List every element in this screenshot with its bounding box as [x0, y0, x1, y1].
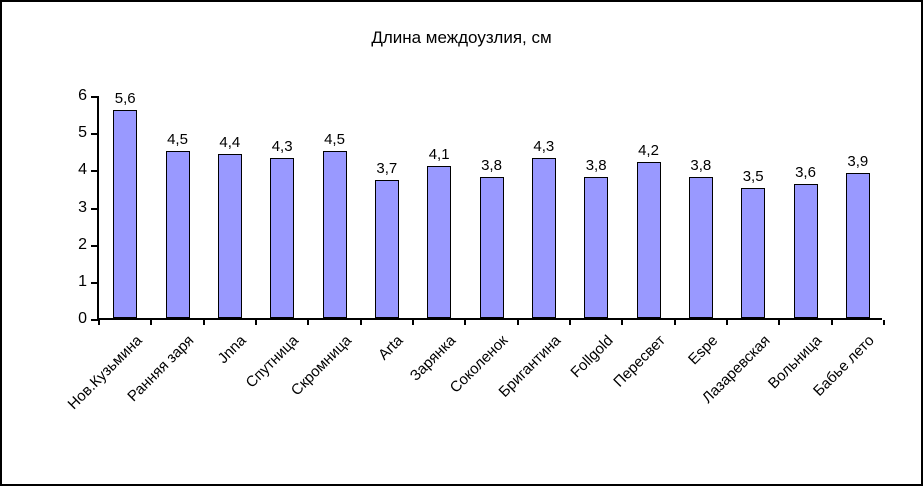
- bar-Лазаревская: [741, 187, 766, 318]
- chart-title: Длина междоузлия, см: [371, 28, 552, 47]
- y-axis-tick-mark: [91, 170, 99, 173]
- bar-value-label: 4,3: [533, 138, 555, 156]
- bar-Вольница: [793, 184, 818, 318]
- bar-Jnna: [217, 154, 242, 318]
- x-axis-tick-mark: [621, 320, 624, 325]
- bar-Бабье лето: [845, 173, 870, 318]
- bar-value-label: 4,2: [638, 141, 659, 159]
- y-axis-tick-label: 1: [78, 272, 87, 290]
- bar-value-label: 4,3: [271, 138, 293, 156]
- x-axis-tick-mark: [412, 320, 414, 325]
- bar-Espe: [688, 176, 713, 318]
- y-axis-tick-label: 3: [78, 198, 87, 216]
- x-axis-tick-mark: [569, 320, 571, 325]
- bar-value-label: 4,5: [324, 130, 345, 148]
- bar-value-label: 3,8: [585, 156, 607, 174]
- x-axis-tick-mark: [778, 320, 781, 325]
- bar-value-label: 3,6: [795, 164, 816, 182]
- bar-Follgold: [584, 176, 609, 318]
- x-axis-category-label: Arta: [375, 332, 407, 364]
- y-axis-tick-mark: [91, 319, 99, 321]
- x-axis-category-label: Jnna: [214, 332, 250, 368]
- x-axis-tick-mark: [464, 320, 467, 325]
- x-axis-tick-mark: [359, 320, 362, 325]
- y-axis-tick-label: 0: [78, 310, 87, 327]
- bar-Соколенок: [479, 176, 504, 318]
- x-axis-tick-mark: [883, 320, 885, 325]
- bar-value-label: 4,4: [219, 134, 241, 152]
- bar-value-label: 4,5: [167, 130, 188, 148]
- y-axis-tick-label: 6: [78, 87, 87, 104]
- plot-area: 0 1 2 3 4 5 6 5,6 Нов.Кузьмина 4,5 Ранняя заря 4,4 J…: [64, 87, 885, 413]
- bar-Спутница: [270, 158, 295, 318]
- bar-value-label: 3,8: [481, 156, 502, 174]
- bar-value-label: 5,6: [114, 89, 136, 107]
- x-axis-tick-mark: [255, 320, 257, 325]
- x-axis-category-label: Follgold: [567, 332, 617, 382]
- bar-value-label: 3,7: [376, 160, 398, 178]
- bar-Нов.Кузьмина: [113, 109, 138, 318]
- y-axis-tick-mark: [91, 133, 99, 136]
- x-axis-tick-mark: [202, 320, 205, 325]
- bar-value-label: 4,1: [428, 145, 450, 163]
- x-axis-tick-mark: [98, 320, 100, 325]
- y-axis-tick-label: 5: [78, 124, 87, 142]
- y-axis-tick-mark: [91, 244, 99, 247]
- bar-value-label: 3,8: [690, 156, 712, 174]
- x-axis-tick-mark: [830, 320, 833, 325]
- bar-Ранняя заря: [165, 150, 190, 318]
- x-axis-category-label: Пересвет: [609, 332, 669, 391]
- y-axis-tick-mark: [91, 96, 99, 98]
- bar-Зарянка: [427, 165, 452, 318]
- y-axis-tick-mark: [91, 281, 99, 284]
- y-axis-tick-mark: [91, 207, 99, 210]
- y-axis-tick-label: 2: [78, 235, 87, 253]
- bar-value-label: 3,5: [742, 167, 764, 185]
- bar-Бригантина: [531, 158, 556, 318]
- x-axis-tick-mark: [150, 320, 153, 325]
- x-axis-category-label: Espe: [684, 332, 721, 369]
- bar-Arta: [374, 180, 399, 318]
- bar-Скромница: [322, 150, 347, 318]
- x-axis-tick-mark: [307, 320, 310, 325]
- x-axis-tick-mark: [516, 320, 519, 325]
- x-axis-tick-mark: [673, 320, 676, 325]
- bar-Пересвет: [636, 161, 661, 318]
- x-axis-tick-mark: [726, 320, 728, 325]
- bar-value-label: 3,9: [847, 153, 869, 171]
- y-axis-tick-label: 4: [78, 161, 87, 179]
- x-axis-category-label: Зарянка: [406, 332, 460, 385]
